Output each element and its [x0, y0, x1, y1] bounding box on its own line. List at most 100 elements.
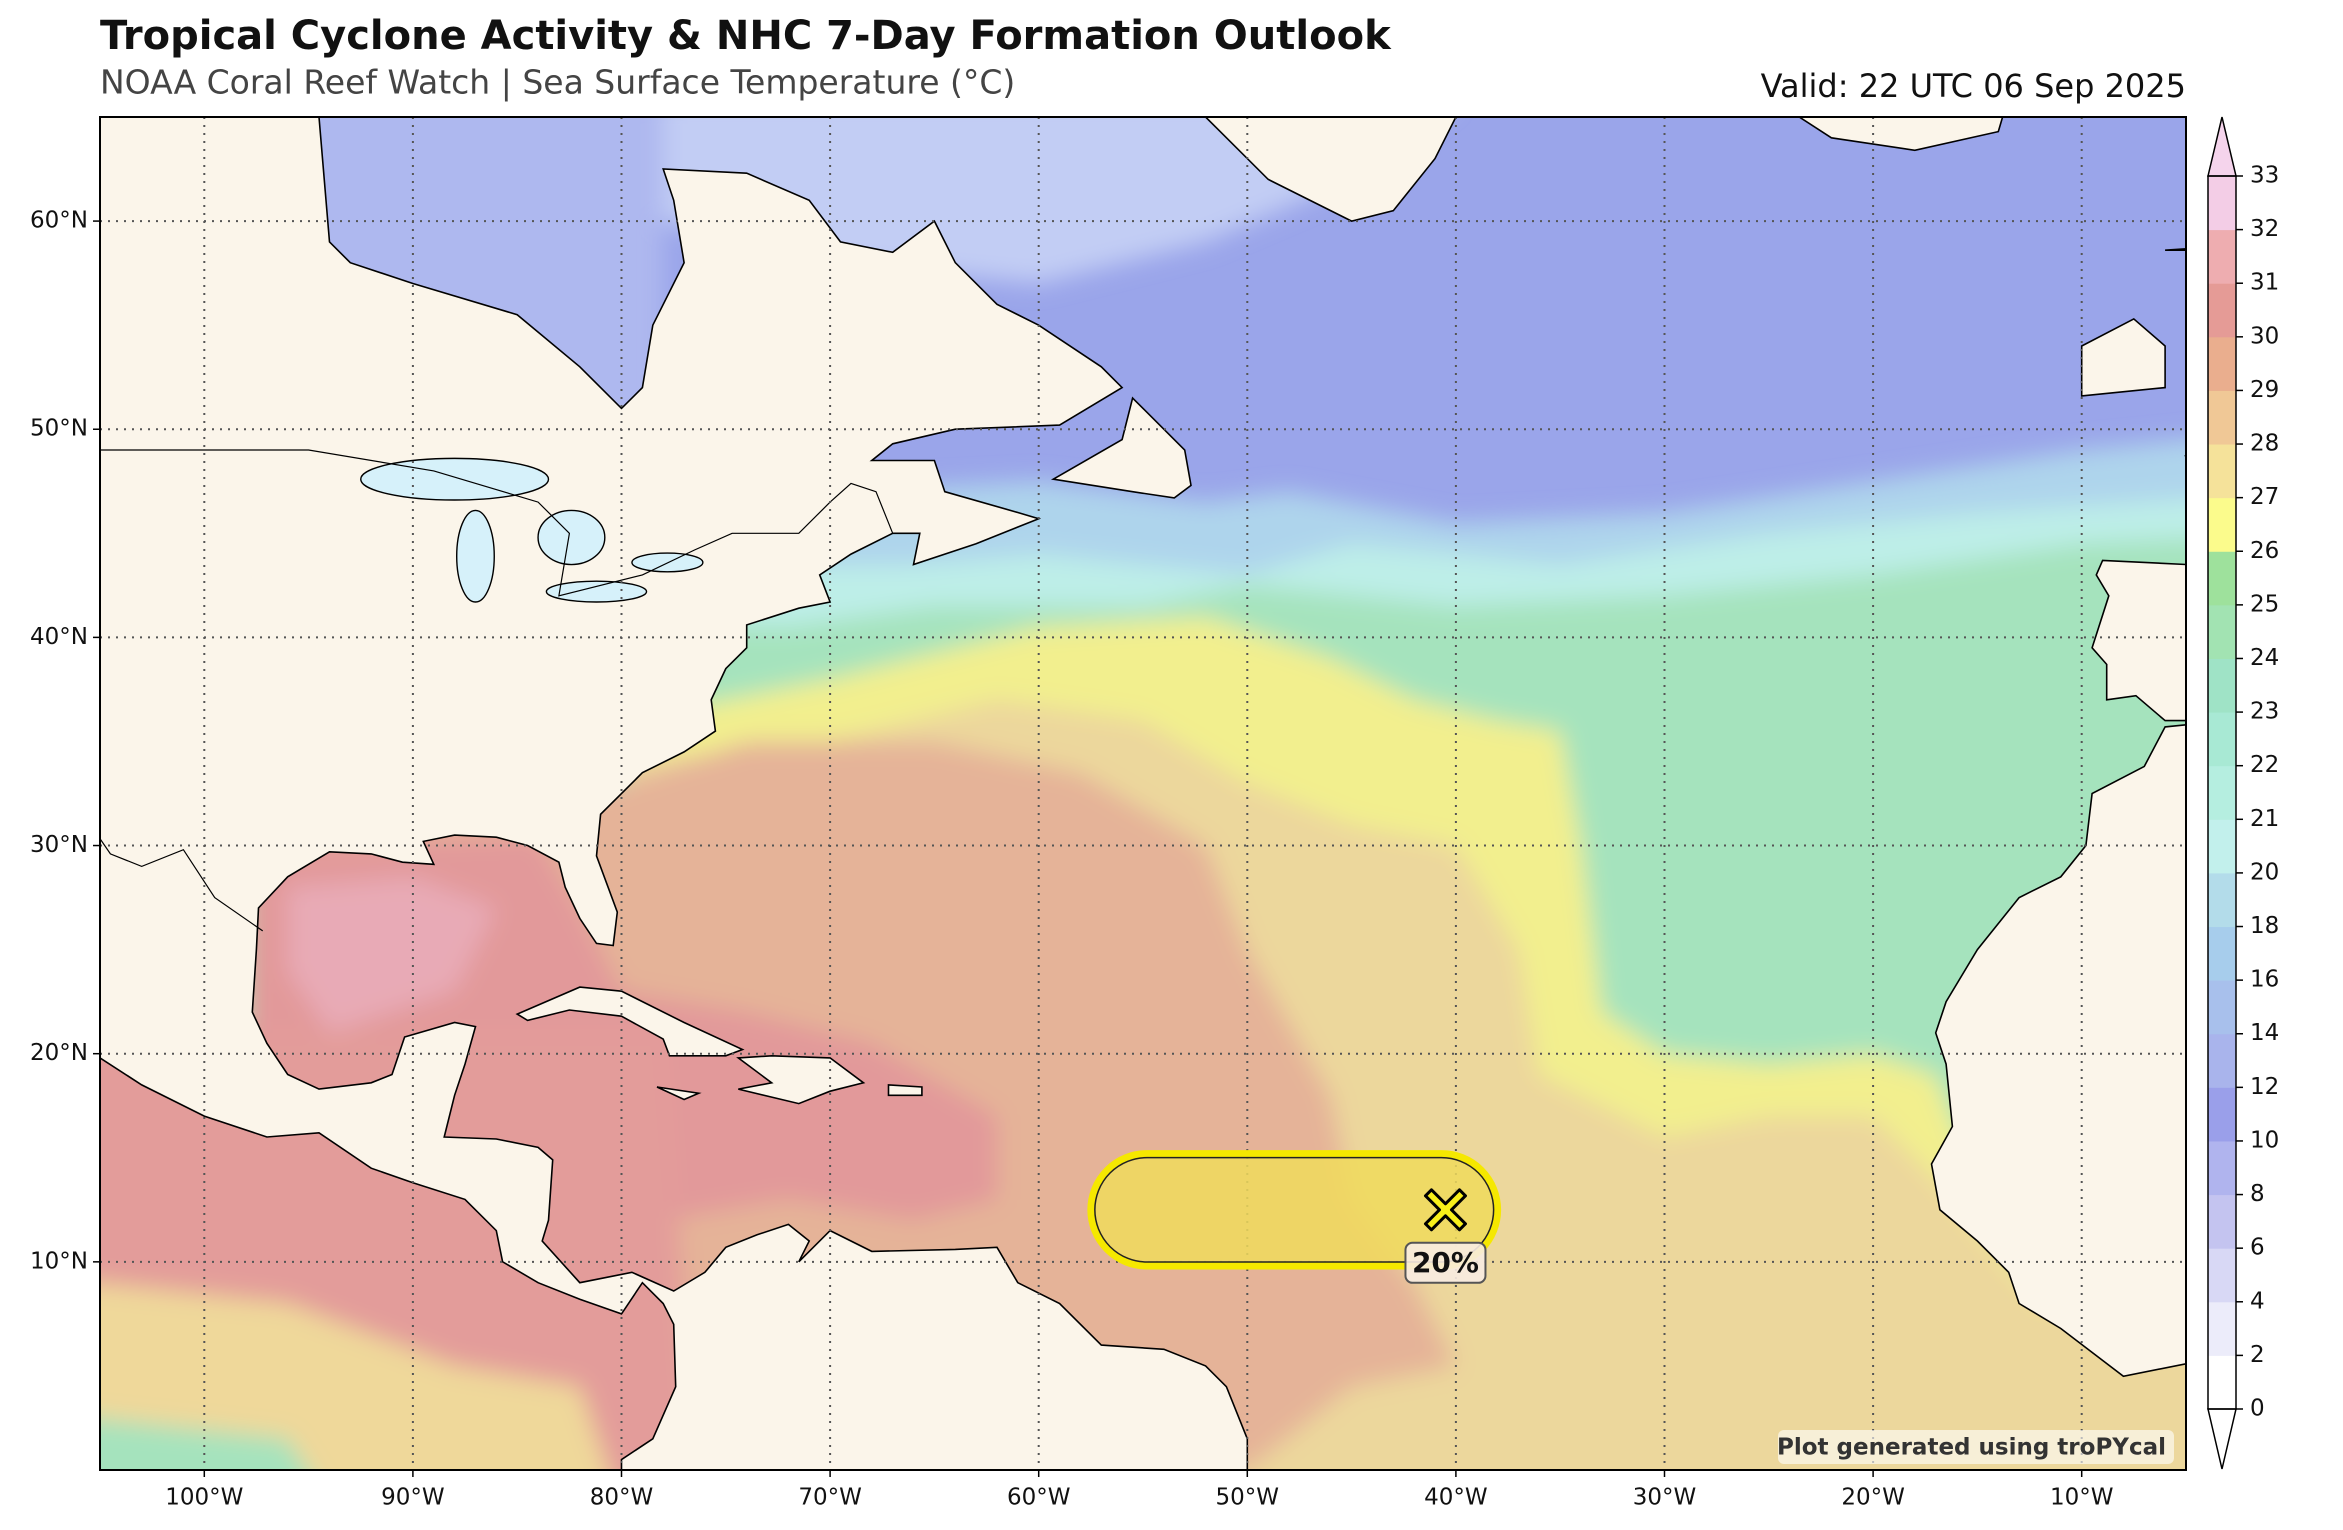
grid	[100, 117, 2186, 1470]
land-mass	[1797, 117, 2004, 152]
colorbar-tick-label: 31	[2250, 270, 2279, 296]
land-mass	[887, 1084, 923, 1097]
colorbar-tick-label: 8	[2250, 1181, 2265, 1207]
y-tick-label: 50°N	[30, 416, 88, 442]
colorbar-segment	[2208, 604, 2236, 659]
map: 20%	[100, 117, 2186, 1470]
axis-ticks: 100°W 90°W 80°W 70°W 60°W 50°W 40°W 30°W 20°W 10°…	[30, 208, 2113, 1511]
colorbar-segment	[2208, 390, 2236, 445]
colorbar-segment	[2208, 712, 2236, 767]
colorbar-tick-label: 20	[2250, 859, 2279, 885]
outlook-label: 20%	[1412, 1246, 1479, 1279]
x-tick-label: 80°W	[590, 1485, 654, 1511]
x-tick-label: 40°W	[1424, 1485, 1488, 1511]
land	[100, 117, 2186, 1470]
colorbar-tick-label: 14	[2250, 1020, 2279, 1046]
lake	[360, 457, 550, 501]
colorbar-tick-label: 28	[2250, 431, 2279, 457]
colorbar-segment	[2208, 336, 2236, 391]
y-tick-label: 60°N	[30, 208, 88, 234]
land-mass	[656, 1086, 702, 1101]
colorbar-segment	[2208, 872, 2236, 928]
colorbar-tick-label: 0	[2250, 1396, 2265, 1422]
lake	[456, 509, 495, 603]
colorbar-segment	[2208, 497, 2236, 552]
colorbar-segment	[2208, 819, 2236, 874]
outlook-outline	[1094, 1156, 1495, 1263]
colorbar-segment	[2208, 1087, 2236, 1142]
title: Tropical Cyclone Activity & NHC 7-Day Fo…	[100, 13, 1392, 59]
land-mass	[1204, 117, 1458, 222]
colorbar-tick-label: 21	[2250, 806, 2279, 832]
land-mass	[2091, 559, 2186, 722]
map-frame	[99, 116, 2187, 1471]
x-tick-label: 100°W	[165, 1485, 243, 1511]
colorbar-tick-label: 24	[2250, 645, 2279, 671]
outlook: 20%	[1087, 1150, 1502, 1284]
colorbar-tick-label: 23	[2250, 699, 2279, 725]
land-mass	[1050, 396, 1192, 499]
colorbar-under	[2207, 1408, 2237, 1470]
colorbar-frame	[2207, 175, 2237, 1410]
colorbar-tick-label: 26	[2250, 538, 2279, 564]
colorbar-tick-label: 12	[2250, 1074, 2279, 1100]
colorbar-segment	[2208, 444, 2236, 499]
outlook-area	[1087, 1150, 1502, 1270]
sst-region	[100, 1418, 307, 1470]
valid-time: Valid: 22 UTC 06 Sep 2025	[1761, 67, 2186, 105]
x-tick-label: 30°W	[1633, 1485, 1697, 1511]
y-tick-label: 10°N	[30, 1248, 88, 1274]
colorbar-tick-label: 18	[2250, 913, 2279, 939]
x-tick-label: 60°W	[1007, 1485, 1071, 1511]
colorbar-segment	[2208, 1301, 2236, 1356]
y-tick-label: 20°N	[30, 1040, 88, 1066]
colorbar-tick-label: 30	[2250, 323, 2279, 349]
land-mass	[2080, 317, 2166, 397]
colorbar-segment	[2208, 1033, 2236, 1088]
colorbar-segment	[2208, 1194, 2236, 1249]
y-tick-label: 40°N	[30, 624, 88, 650]
colorbar-tick-label: 10	[2250, 1127, 2279, 1153]
colorbar-tick-label: 25	[2250, 591, 2279, 617]
colorbar-tick-label: 22	[2250, 752, 2279, 778]
x-tick-label: 70°W	[798, 1485, 862, 1511]
x-tick-label: 50°W	[1216, 1485, 1280, 1511]
colorbar-tick-label: 4	[2250, 1288, 2265, 1314]
colorbar-segment	[2208, 551, 2236, 606]
credit: Plot generated using troPYcal	[1777, 1435, 2166, 1461]
colorbar-segment	[2208, 765, 2236, 820]
lake	[537, 509, 606, 566]
land-mass	[1930, 723, 2186, 1378]
x-tick-label: 20°W	[1841, 1485, 1905, 1511]
sst-region	[287, 876, 497, 1033]
colorbar-segment	[2208, 1248, 2236, 1303]
x-tick-label: 90°W	[381, 1485, 445, 1511]
land-mass	[736, 1054, 866, 1105]
lake	[545, 580, 648, 603]
colorbar-segment	[2208, 658, 2236, 713]
colorbar-segment	[2208, 176, 2236, 231]
colorbar-segment	[2208, 229, 2236, 284]
colorbar-segment	[2208, 926, 2236, 981]
sst-region	[100, 1283, 608, 1470]
colorbar-tick-label: 27	[2250, 484, 2279, 510]
colorbar-segment	[2208, 1140, 2236, 1196]
land-mass	[515, 986, 745, 1057]
colorbar-tick-label: 2	[2250, 1342, 2265, 1368]
sst-region	[663, 117, 1430, 284]
colorbar-tick-label: 16	[2250, 967, 2279, 993]
colorbar-segment	[2208, 283, 2236, 338]
colorbar-tick-label: 33	[2250, 163, 2279, 189]
y-tick-label: 30°N	[30, 832, 88, 858]
colorbar-segment	[2208, 980, 2236, 1035]
x-tick-label: 10°W	[2050, 1485, 2114, 1511]
subtitle: NOAA Coral Reef Watch | Sea Surface Temp…	[100, 63, 1015, 102]
border	[100, 837, 264, 932]
colorbar-tick-label: 6	[2250, 1235, 2265, 1261]
colorbar-over	[2207, 116, 2237, 177]
land-mass	[2165, 248, 2186, 251]
colorbar-tick-label: 32	[2250, 216, 2279, 242]
land-mass	[100, 117, 1249, 1470]
colorbar-segment	[2208, 1355, 2236, 1410]
